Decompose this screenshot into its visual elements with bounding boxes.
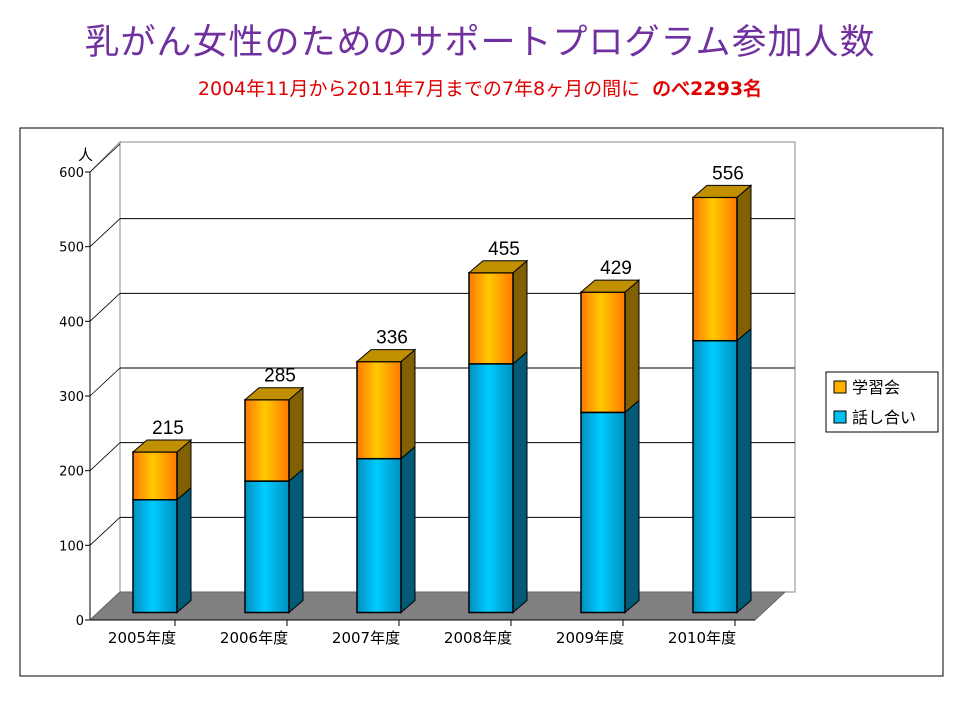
bar-front — [132, 451, 178, 501]
bar-front — [580, 291, 626, 414]
y-tick-label: 400 — [59, 315, 84, 330]
gridline-side — [89, 293, 121, 322]
bar-side — [288, 467, 304, 614]
bar-side — [736, 327, 752, 614]
legend: 学習会 話し合い — [825, 371, 939, 433]
bar-top — [243, 387, 305, 401]
bar-talk — [580, 399, 640, 614]
gridline-side — [89, 367, 121, 397]
bar-side — [288, 386, 304, 483]
chart-title: 乳がん女性のためのサポートプログラム参加人数 — [84, 23, 876, 63]
bar-front — [356, 360, 402, 460]
legend-swatch-talk — [833, 410, 847, 424]
gridline-side — [89, 442, 121, 471]
gridline-side — [89, 143, 121, 173]
data-label: 556 — [712, 163, 744, 184]
bar-top — [691, 184, 753, 198]
bar-front — [692, 196, 738, 342]
bar-side — [736, 184, 752, 342]
data-label: 336 — [376, 328, 408, 349]
subtitle-period: 2004年11月から2011年7月までの7年8ヶ月の間に — [197, 78, 641, 100]
data-label: 429 — [600, 258, 632, 279]
y-axis-unit: 人 — [78, 146, 93, 164]
bar-talk — [132, 486, 192, 614]
bar-top — [467, 260, 529, 274]
y-tick-label: 600 — [59, 166, 84, 181]
y-tick-label: 0 — [76, 614, 84, 629]
bar-study — [468, 259, 528, 365]
bar-top — [131, 439, 193, 453]
bar-study — [692, 184, 752, 342]
bar-study — [244, 386, 304, 483]
bar-side — [176, 486, 192, 614]
bar-talk — [692, 327, 752, 614]
bar-side — [400, 348, 416, 460]
bar-front — [356, 457, 402, 614]
bar-talk — [468, 350, 528, 614]
bar-talk — [244, 467, 304, 614]
bar-side — [400, 445, 416, 614]
bar-side — [512, 259, 528, 365]
y-tick-label: 200 — [59, 465, 84, 480]
data-label: 455 — [488, 239, 520, 260]
legend-swatch-study — [833, 380, 847, 394]
bar-talk — [356, 445, 416, 614]
chart-subtitle: 2004年11月から2011年7月までの7年8ヶ月の間に のべ2293名 — [0, 74, 960, 101]
side-wall — [89, 140, 121, 622]
data-label: 215 — [152, 418, 184, 439]
bar-study — [580, 279, 640, 414]
bar-front — [468, 272, 514, 365]
x-tick-label: 2010年度 — [668, 629, 736, 647]
bar-front — [244, 480, 290, 614]
gridline-side — [89, 218, 121, 247]
bar-front — [468, 363, 514, 614]
bar-front — [580, 411, 626, 614]
y-tick-label: 300 — [59, 390, 84, 405]
x-tick-label: 2005年度 — [108, 629, 176, 647]
bar-side — [512, 350, 528, 614]
x-tick-label: 2009年度 — [556, 629, 624, 647]
bar-front — [132, 499, 178, 614]
x-tick-label: 2006年度 — [220, 629, 288, 647]
legend-label-talk: 話し合い — [852, 408, 916, 427]
y-tick-label: 100 — [59, 539, 84, 554]
floor — [88, 591, 787, 621]
bar-front — [692, 339, 738, 614]
gridline-side — [89, 517, 121, 546]
y-tick-label: 500 — [59, 241, 84, 256]
bar-side — [624, 399, 640, 614]
bar-study — [356, 348, 416, 460]
data-label: 285 — [264, 366, 296, 387]
subtitle-total: のべ2293名 — [652, 78, 763, 100]
x-tick-label: 2007年度 — [332, 629, 400, 647]
x-tick-label: 2008年度 — [444, 629, 512, 647]
legend-label-study: 学習会 — [852, 378, 900, 397]
bar-front — [244, 398, 290, 482]
bar-top — [579, 279, 641, 293]
bar-side — [624, 279, 640, 414]
bar-top — [355, 349, 417, 363]
